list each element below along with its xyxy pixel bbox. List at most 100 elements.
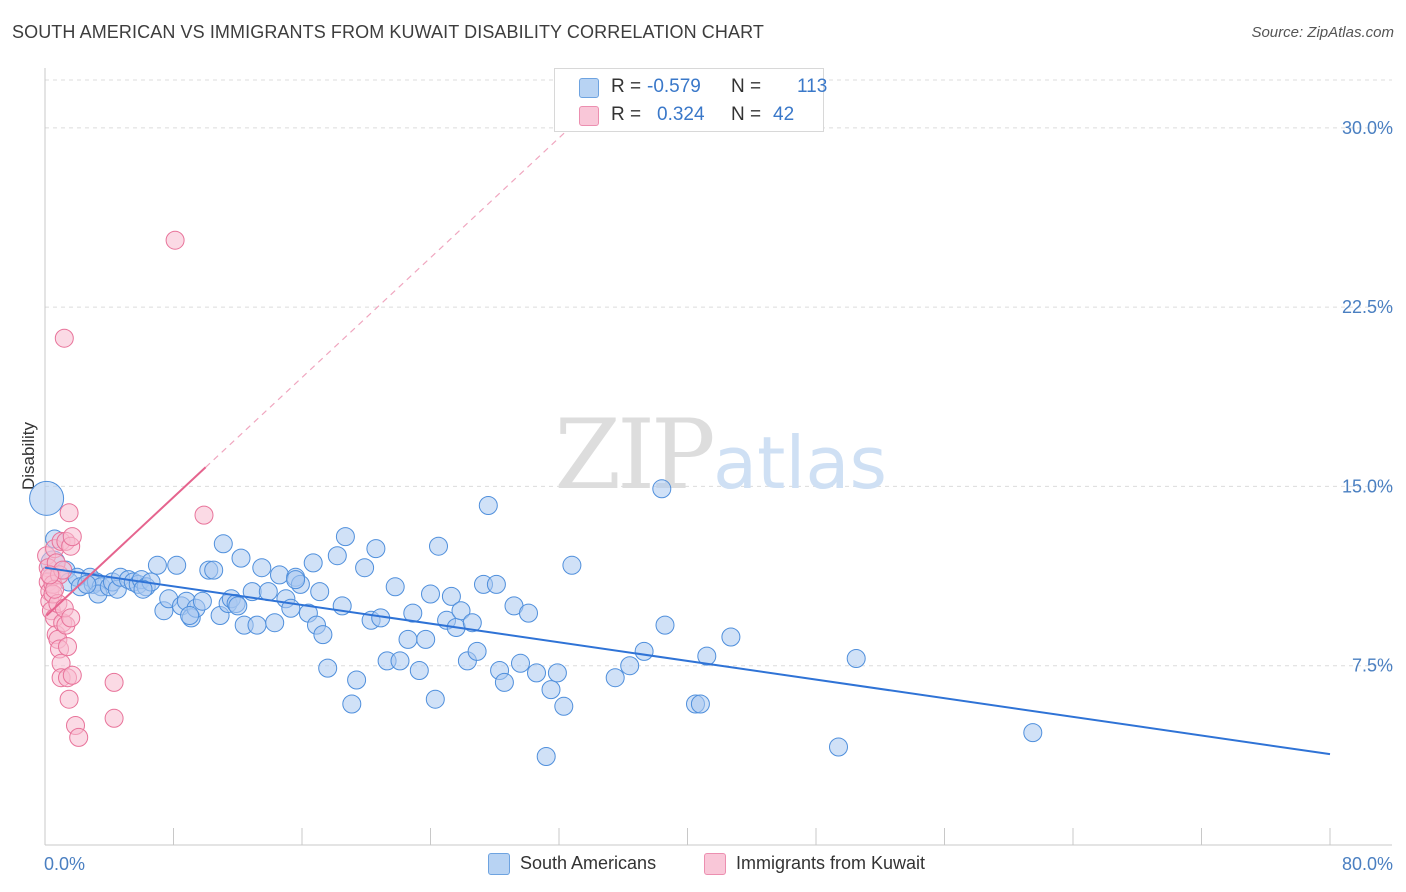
- tick-labels: 7.5% 15.0% 22.5% 30.0% 0.0% 80.0%: [44, 118, 1393, 874]
- data-point-south-americans: [409, 661, 429, 680]
- bottom-legend-swatch-pink: [704, 853, 726, 875]
- series-south-americans: [29, 479, 1043, 766]
- axes: [44, 68, 1392, 846]
- data-point-south-americans: [390, 651, 410, 671]
- data-point-south-americans: [478, 496, 498, 515]
- data-point-south-americans: [29, 480, 65, 516]
- data-point-south-americans: [310, 582, 330, 602]
- chart-title: SOUTH AMERICAN VS IMMIGRANTS FROM KUWAIT…: [12, 22, 764, 42]
- data-point-south-americans: [366, 539, 386, 559]
- data-point-south-americans: [147, 555, 167, 575]
- data-point-immigrants-from-kuwait: [62, 665, 82, 685]
- data-point-south-americans: [620, 656, 640, 676]
- data-point-south-americans: [247, 615, 267, 635]
- data-point-south-americans: [398, 629, 418, 649]
- data-point-south-americans: [547, 663, 567, 683]
- data-point-south-americans: [258, 582, 278, 602]
- bottom-legend-swatch-blue: [488, 853, 510, 875]
- trend-line-immigrants-from-kuwait: [45, 466, 207, 617]
- data-point-south-americans: [421, 584, 440, 604]
- trend-extension-immigrants-from-kuwait: [205, 91, 609, 468]
- data-point-south-americans: [347, 670, 367, 690]
- series-immigrants-from-kuwait: [37, 230, 214, 747]
- data-point-south-americans: [652, 479, 672, 499]
- data-point-south-americans: [605, 668, 625, 688]
- data-point-immigrants-from-kuwait: [59, 689, 79, 709]
- legend-r-value: 0.324: [657, 104, 705, 125]
- legend-n-value: 113: [797, 76, 828, 97]
- data-point-south-americans: [313, 625, 333, 645]
- data-point-south-americans: [318, 658, 338, 678]
- data-point-south-americans: [228, 596, 248, 616]
- data-point-south-americans: [462, 613, 482, 633]
- data-point-south-americans: [192, 591, 212, 611]
- data-point-immigrants-from-kuwait: [194, 505, 214, 525]
- data-point-south-americans: [690, 694, 710, 714]
- legend-n-label: N =: [731, 104, 762, 125]
- data-point-south-americans: [562, 555, 582, 575]
- data-point-south-americans: [180, 606, 200, 625]
- y-tick-label: 22.5%: [1342, 297, 1393, 317]
- data-point-south-americans: [467, 641, 487, 661]
- data-point-south-americans: [527, 663, 546, 683]
- data-point-immigrants-from-kuwait: [104, 708, 124, 728]
- y-tick-label: 15.0%: [1342, 476, 1393, 496]
- trend-lines: [44, 91, 1331, 756]
- data-point-south-americans: [846, 649, 866, 668]
- data-point-south-americans: [231, 548, 251, 568]
- data-point-south-americans: [634, 641, 654, 661]
- legend-r-label: R =: [611, 104, 642, 125]
- trend-line-south-americans: [44, 566, 1331, 756]
- data-point-south-americans: [167, 555, 187, 575]
- data-point-south-americans: [519, 603, 538, 623]
- data-point-south-americans: [441, 586, 461, 606]
- data-point-south-americans: [204, 560, 224, 580]
- data-point-south-americans: [133, 579, 153, 599]
- data-point-south-americans: [494, 672, 514, 692]
- correlation-legend: R = -0.579 N = 113 R = 0.324 N = 42: [554, 68, 828, 132]
- legend-swatch-pink: [579, 106, 599, 126]
- data-point-south-americans: [403, 603, 423, 623]
- y-tick-label: 7.5%: [1352, 656, 1393, 676]
- data-point-immigrants-from-kuwait: [54, 328, 74, 348]
- legend-r-value: -0.579: [647, 76, 701, 97]
- data-point-south-americans: [486, 574, 506, 594]
- data-point-immigrants-from-kuwait: [104, 672, 124, 692]
- data-point-south-americans: [213, 534, 233, 554]
- legend-n-label: N =: [731, 76, 762, 97]
- bottom-legend-label: South Americans: [520, 853, 657, 873]
- data-point-immigrants-from-kuwait: [165, 230, 185, 250]
- data-point-south-americans: [721, 627, 741, 647]
- data-point-south-americans: [425, 689, 445, 709]
- x-tick-label: 80.0%: [1342, 854, 1393, 874]
- data-point-immigrants-from-kuwait: [61, 608, 81, 628]
- data-point-south-americans: [511, 653, 530, 673]
- data-point-south-americans: [829, 737, 848, 757]
- watermark-atlas: atlas: [713, 421, 887, 505]
- data-point-immigrants-from-kuwait: [58, 637, 77, 657]
- data-point-immigrants-from-kuwait: [40, 565, 60, 585]
- data-point-south-americans: [252, 558, 272, 578]
- data-point-south-americans: [335, 527, 355, 547]
- data-point-immigrants-from-kuwait: [59, 503, 79, 523]
- bottom-legend-label: Immigrants from Kuwait: [736, 853, 926, 873]
- y-tick-label: 30.0%: [1342, 118, 1393, 138]
- data-point-south-americans: [554, 696, 574, 716]
- data-point-south-americans: [541, 680, 561, 700]
- data-point-south-americans: [303, 553, 323, 573]
- source-credit: Source: ZipAtlas.com: [1251, 24, 1394, 41]
- watermark-zip: ZIP: [554, 399, 713, 511]
- data-point-south-americans: [270, 565, 289, 585]
- data-point-south-americans: [451, 601, 471, 621]
- data-point-south-americans: [342, 694, 362, 714]
- legend-swatch-blue: [579, 78, 599, 98]
- data-point-south-americans: [429, 536, 448, 556]
- data-point-immigrants-from-kuwait: [69, 727, 89, 747]
- data-point-south-americans: [385, 577, 405, 597]
- y-axis-label: Disability: [19, 421, 38, 490]
- data-point-south-americans: [697, 646, 717, 666]
- data-point-south-americans: [355, 558, 375, 578]
- data-point-south-americans: [327, 546, 347, 566]
- data-point-south-americans: [77, 574, 97, 594]
- watermark: ZIP atlas: [554, 399, 887, 511]
